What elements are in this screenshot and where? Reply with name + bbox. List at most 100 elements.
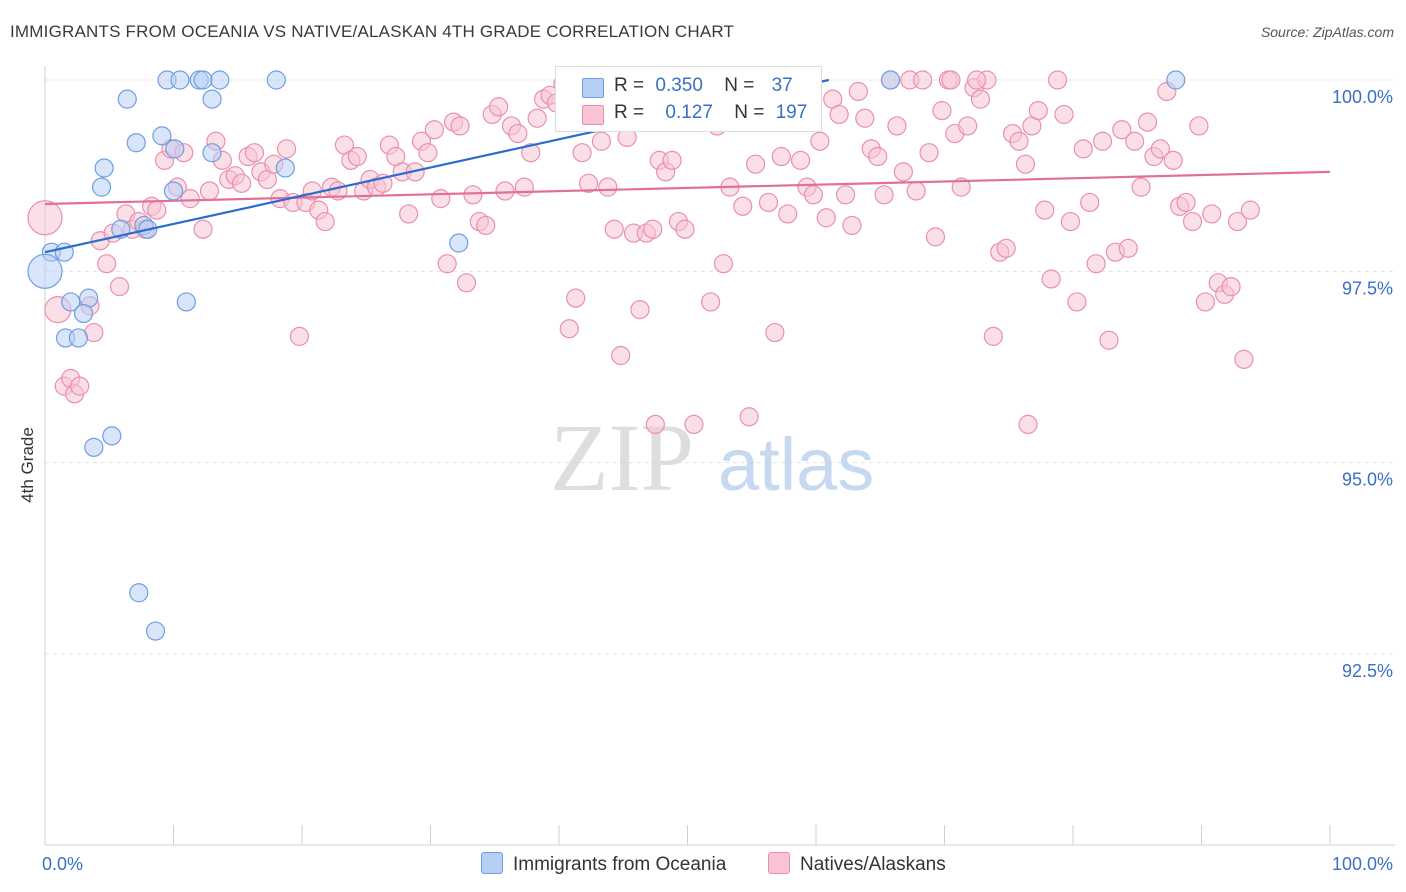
point-natives [951,177,971,197]
point-natives [1234,349,1254,369]
point-oceania [266,70,286,90]
legend-swatch-oceania [582,78,604,98]
point-oceania [91,177,112,197]
chart-title: IMMIGRANTS FROM OCEANIA VS NATIVE/ALASKA… [10,22,735,41]
point-natives [1163,150,1183,170]
point-natives [1131,177,1151,197]
y-tick-label: 95.0% [1342,470,1393,490]
point-natives [276,139,297,159]
point-natives [835,185,856,205]
watermark-atlas: atlas [718,423,874,506]
point-oceania [202,143,222,163]
point-natives [147,200,167,220]
point-oceania [102,426,122,446]
point-natives [1112,120,1132,140]
point-natives [829,104,849,125]
x-tick-label: 0.0% [42,854,83,874]
point-natives [919,143,939,163]
point-natives [913,70,933,90]
point-natives [958,116,978,136]
point-natives [521,143,541,163]
point-natives [1176,192,1196,213]
point-natives [1086,254,1106,274]
point-natives [1092,131,1113,151]
point-oceania [117,89,137,109]
point-natives [1189,116,1209,136]
point-natives [347,146,367,167]
point-natives [803,185,824,205]
y-tick-label: 97.5% [1342,278,1393,298]
point-natives [925,227,946,247]
point-natives [508,123,528,144]
point-oceania [145,621,166,641]
point-natives [758,192,779,213]
point-natives [109,277,130,297]
point-natives [662,150,682,170]
point-natives [591,131,612,151]
y-tick-label: 92.5% [1342,661,1393,681]
point-natives [675,219,695,239]
point-oceania [129,583,149,603]
point-natives [1018,414,1038,434]
point-oceania [165,139,185,159]
point-oceania [275,158,295,178]
point-oceania [68,328,89,348]
legend-item-natives: Natives/Alaskans [768,852,946,876]
point-natives [1067,292,1087,312]
point-natives [437,254,457,274]
point-natives [996,238,1016,258]
point-natives [495,181,515,201]
point-natives [611,345,631,366]
point-natives [1054,104,1074,125]
point-natives [1182,211,1203,232]
point-natives [983,326,1003,346]
point-natives [765,322,785,343]
point-natives [1035,200,1055,220]
point-oceania [94,158,114,178]
y-axis-label: 4th Grade [18,427,37,503]
stats-legend: R = 0.350 N = 37 R = 0.127 N = 197 [555,66,822,132]
watermark-zip: ZIP [550,404,694,511]
point-natives [1073,139,1093,159]
point-natives [842,215,862,236]
point-natives [1015,154,1036,174]
point-natives [746,154,766,174]
point-oceania [152,126,172,146]
point-natives [450,116,470,136]
point-natives [855,108,875,128]
point-oceania [163,181,184,201]
point-natives [932,101,952,121]
point-oceania [27,253,63,289]
point-oceania [170,70,190,90]
point-natives [315,211,335,232]
legend-n-value-oceania: 37 [771,75,793,96]
point-natives [778,204,798,224]
point-natives [244,143,265,163]
point-natives [1195,292,1215,312]
axes [44,66,1395,846]
point-natives [790,150,811,170]
point-natives [701,292,721,312]
point-natives [604,219,624,239]
point-natives [684,414,704,434]
point-natives [816,208,836,228]
trend-line-natives [44,170,1331,206]
legend-item-oceania: Immigrants from Oceania [481,852,726,876]
point-natives [97,254,117,274]
point-natives [289,326,310,346]
point-natives [1009,131,1029,151]
point-natives [527,108,547,128]
point-natives [941,70,961,90]
point-natives [713,254,734,274]
x-tick-labels: 0.0% 100.0% [42,854,1393,874]
point-natives [906,181,926,201]
point-natives [1221,277,1241,297]
point-natives [967,70,987,90]
point-natives [566,288,586,308]
legend-n-value-natives: 197 [775,102,808,123]
series-oceania-points [27,70,1186,641]
point-oceania [126,133,146,153]
point-natives [431,189,451,209]
point-oceania [84,437,104,457]
